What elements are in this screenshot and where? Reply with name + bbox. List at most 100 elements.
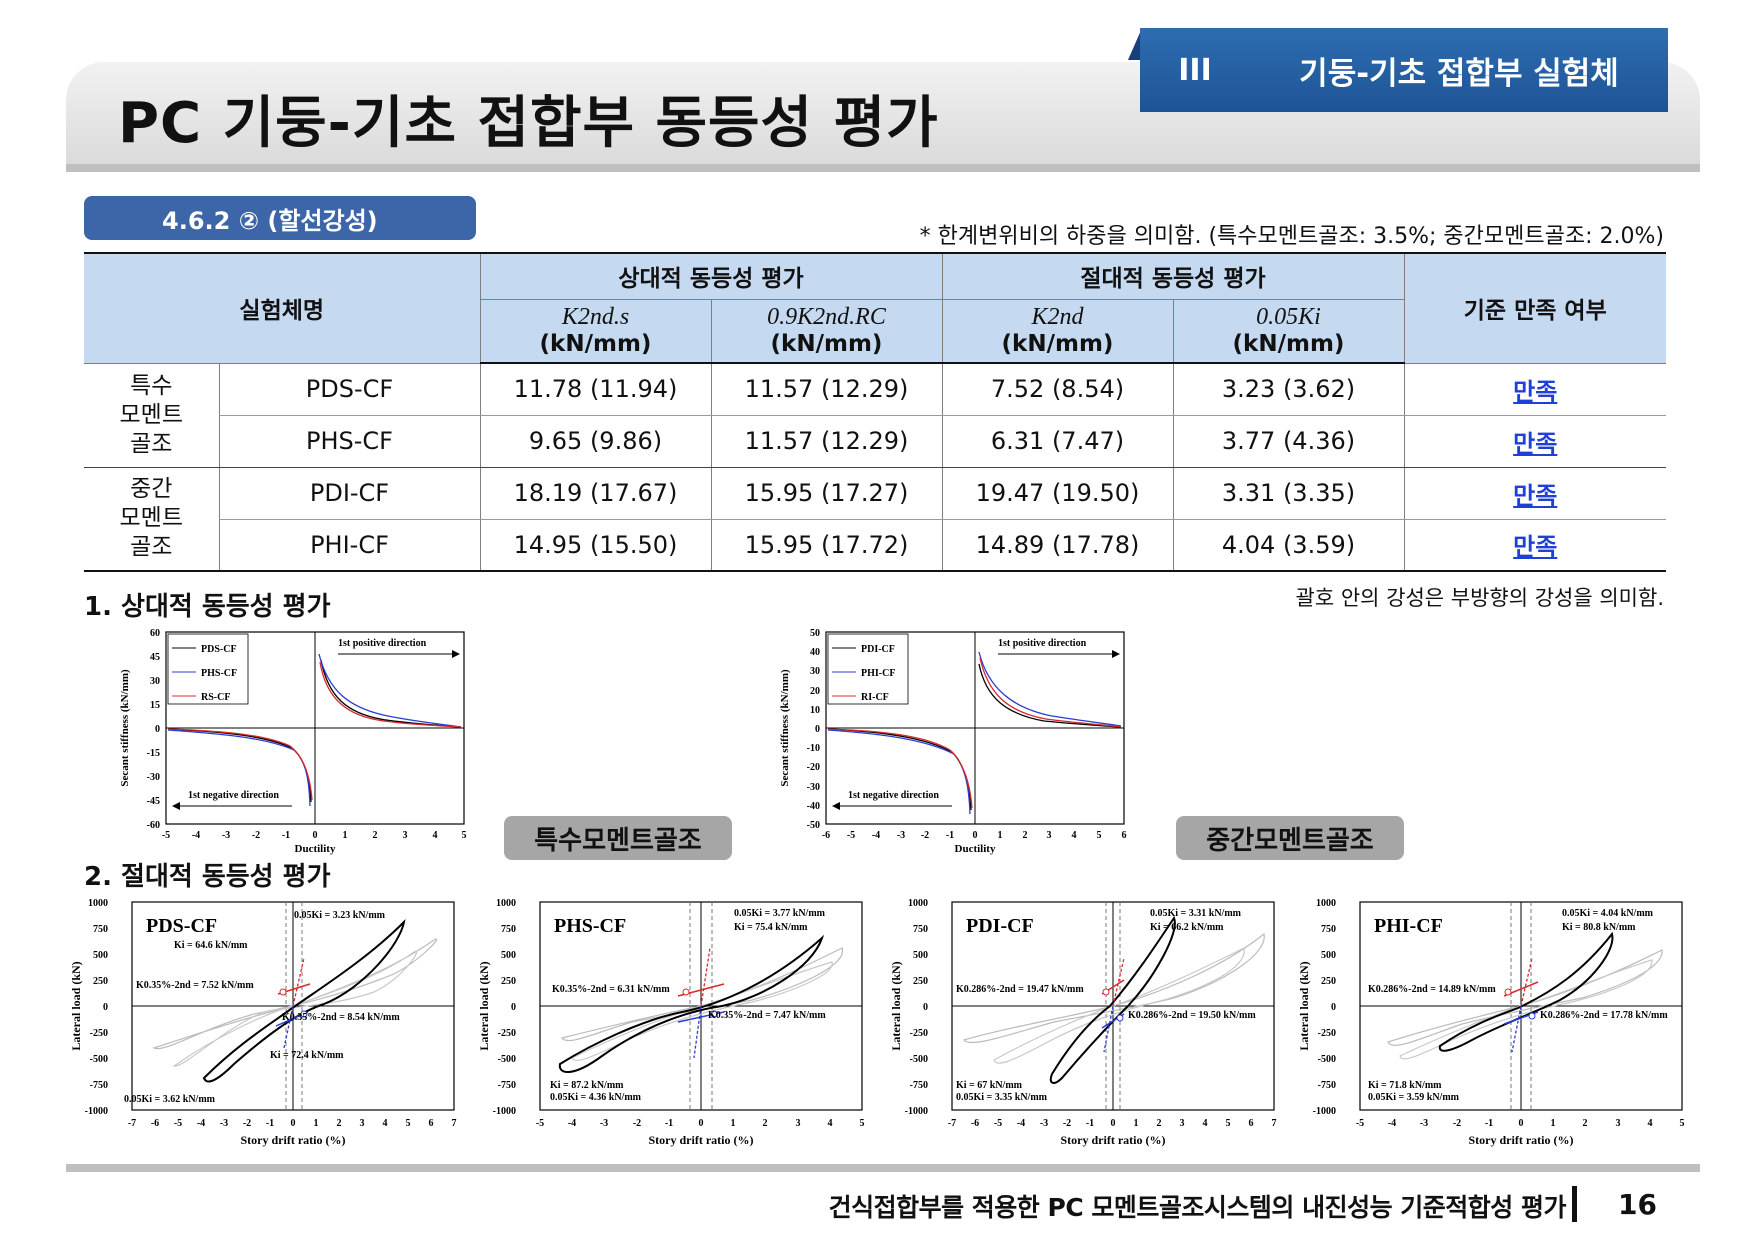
y-tick: -500	[1318, 1054, 1336, 1065]
stiffness-chart-intermediate: PDI-CF PHI-CF RI-CF 1st positive directi…	[779, 628, 1127, 855]
x-tick: -5	[174, 1118, 182, 1129]
y-tick: 0	[1331, 1002, 1336, 1013]
x-tick: 4	[383, 1118, 388, 1129]
stiffness-line-ki-pos	[1520, 957, 1533, 1007]
y-tick: 50	[810, 628, 820, 639]
label: Ki = 80.8 kN/mm	[1562, 922, 1636, 933]
specimen-name: PDS-CF	[218, 363, 480, 416]
x-axis-label: Ductility	[955, 843, 996, 855]
x-tick: 2	[1583, 1118, 1588, 1129]
y-tick: 10	[810, 705, 820, 716]
ok-link[interactable]: 만족	[1513, 377, 1558, 406]
x-axis-label: Story drift ratio (%)	[1061, 1133, 1166, 1147]
y-tick: 0	[923, 1002, 928, 1013]
series-line-ri-neg	[827, 728, 973, 809]
y-tick: 15	[150, 700, 160, 711]
x-tick: -2	[252, 830, 260, 841]
table-row: PHS-CF 9.65 (9.86) 11.57 (12.29) 6.31 (7…	[84, 415, 1666, 468]
x-tick: 0	[1519, 1118, 1524, 1129]
x-tick: 4	[1203, 1118, 1208, 1129]
ok-link[interactable]: 만족	[1513, 481, 1558, 510]
y-tick: -20	[807, 762, 820, 773]
y-tick: 1000	[496, 898, 516, 909]
label: 0.05Ki = 4.04 kN/mm	[1562, 908, 1654, 919]
x-tick: 3	[1180, 1118, 1185, 1129]
x-tick: 0	[973, 830, 978, 841]
y-axis-label: Secant stiffness (kN/mm)	[779, 669, 791, 787]
x-tick: 3	[360, 1118, 365, 1129]
hysteresis-loop	[1438, 931, 1614, 1052]
ok-link[interactable]: 만족	[1513, 429, 1558, 458]
label: Ki = 75.4 kN/mm	[734, 922, 808, 933]
y-tick: 750	[913, 924, 928, 935]
y-tick: 20	[810, 686, 820, 697]
label: K0.35%-2nd = 7.47 kN/mm	[708, 1010, 826, 1021]
label: Ki = 71.8 kN/mm	[1368, 1080, 1442, 1091]
stiffness-line-ki-pos	[1112, 957, 1125, 1007]
x-tick: -5	[536, 1118, 544, 1129]
stiffness-table: 실험체명 상대적 동등성 평가 절대적 동등성 평가 기준 만족 여부 K2nd…	[84, 252, 1666, 572]
page-title: PC 기둥-기초 접합부 동등성 평가	[118, 91, 939, 156]
cycle-envelope	[152, 938, 438, 1050]
x-tick: 5	[1097, 830, 1102, 841]
y-axis-label: Lateral load (kN)	[477, 961, 491, 1050]
panel-title: PHI-CF	[1374, 915, 1443, 937]
legend-label: RI-CF	[861, 692, 889, 703]
label: 0.05Ki = 3.31 kN/mm	[1150, 908, 1242, 919]
y-tick: 0	[511, 1002, 516, 1013]
marker	[682, 988, 690, 996]
x-tick: -4	[872, 830, 880, 841]
label: Ki = 64.6 kN/mm	[174, 940, 248, 951]
cell-k2nd-rc: 11.57 (12.29)	[710, 415, 942, 468]
criteria-cell: 만족	[1403, 363, 1666, 416]
th-k2nd-s: K2nd.s (kN/mm)	[479, 299, 711, 364]
label: K0.35%-2nd = 6.31 kN/mm	[552, 984, 670, 995]
label: K0.286%-2nd = 14.89 kN/mm	[1368, 984, 1496, 995]
x-tick: -1	[266, 1118, 274, 1129]
cell-005ki: 3.31 (3.35)	[1172, 467, 1404, 520]
y-tick: -45	[147, 796, 160, 807]
cell-k2nd-rc: 15.95 (17.27)	[710, 467, 942, 520]
annotation-negative: 1st negative direction	[188, 790, 279, 801]
x-tick: 2	[337, 1118, 342, 1129]
x-tick: -1	[665, 1118, 673, 1129]
marker	[710, 1010, 718, 1018]
ok-link[interactable]: 만족	[1513, 533, 1558, 562]
stiffness-line-ki-neg	[283, 1005, 294, 1049]
x-tick: -1	[1086, 1118, 1094, 1129]
x-tick: 6	[1122, 830, 1127, 841]
chapter-notch	[1128, 28, 1142, 60]
x-tick: 0	[1111, 1118, 1116, 1129]
hysteresis-loop	[202, 919, 406, 1083]
footer-divider	[66, 1164, 1700, 1172]
page-number: 16	[1618, 1188, 1657, 1221]
x-tick: -6	[151, 1118, 159, 1129]
cell-k2nd-rc: 15.95 (17.72)	[710, 519, 942, 572]
y-tick: 45	[150, 652, 160, 663]
x-tick: 3	[403, 830, 408, 841]
y-tick: -250	[910, 1028, 928, 1039]
x-tick: 5	[1680, 1118, 1685, 1129]
label: 0.05Ki = 3.77 kN/mm	[734, 908, 826, 919]
y-tick: -1000	[905, 1106, 928, 1117]
y-tick: 1000	[908, 898, 928, 909]
annotation-negative: 1st negative direction	[848, 790, 939, 801]
arrowhead	[832, 802, 840, 810]
y-tick: -30	[147, 772, 160, 783]
x-tick: 5	[406, 1118, 411, 1129]
stiffness-line-ki-neg	[1511, 1005, 1522, 1053]
cell-k2nd: 14.89 (17.78)	[941, 519, 1173, 572]
x-tick: 1	[314, 1118, 319, 1129]
cell-k2nd-rc: 11.57 (12.29)	[710, 363, 942, 416]
x-tick: 2	[373, 830, 378, 841]
y-tick: 30	[810, 666, 820, 677]
label: K0.286%-2nd = 17.78 kN/mm	[1540, 1010, 1668, 1021]
y-tick: 1000	[88, 898, 108, 909]
y-axis-label: Lateral load (kN)	[889, 961, 903, 1050]
x-axis-label: Ductility	[295, 843, 336, 855]
x-tick: -2	[1453, 1118, 1461, 1129]
x-tick: 7	[1272, 1118, 1277, 1129]
chapter-number: III	[1178, 52, 1212, 88]
legend-label: PDI-CF	[861, 644, 895, 655]
x-tick: -4	[1388, 1118, 1396, 1129]
